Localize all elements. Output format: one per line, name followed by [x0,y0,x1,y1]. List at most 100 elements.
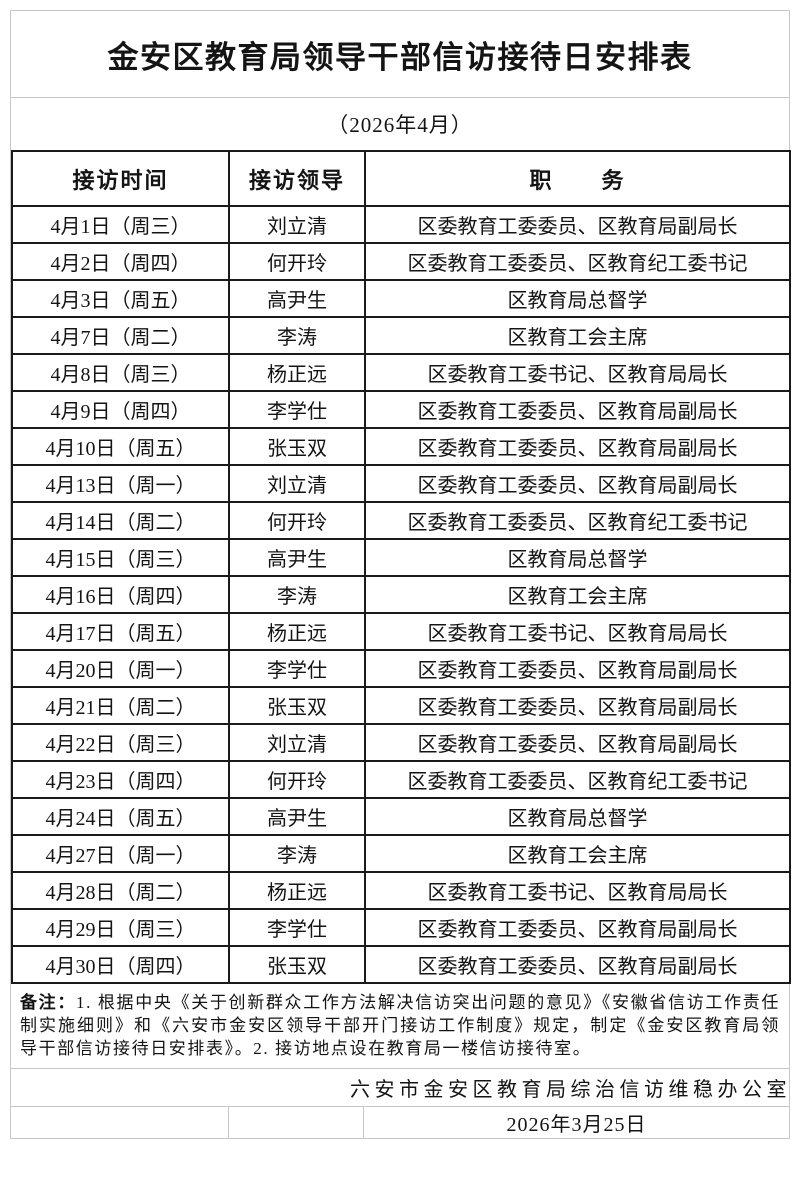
cell-position: 区委教育工委委员、区教育局副局长 [364,945,791,984]
column-header-time: 接访时间 [11,150,230,207]
note-body: 1. 根据中央《关于创新群众工作方法解决信访突出问题的意见》《安徽省信访工作责任… [20,993,780,1058]
cell-date: 4月16日（周四） [11,575,230,614]
cell-date: 4月29日（周三） [11,908,230,947]
cell-position: 区委教育工委书记、区教育局局长 [364,612,791,651]
cell-position: 区教育工会主席 [364,316,791,355]
cell-position: 区教育工会主席 [364,575,791,614]
cell-leader: 何开玲 [228,760,366,799]
column-header-position: 职 务 [364,150,791,207]
issuing-office: 六安市金安区教育局综治信访维稳办公室 [350,1079,791,1101]
table-row: 4月8日（周三） 杨正远 区委教育工委书记、区教育局局长 [11,353,791,392]
cell-leader: 李学仕 [228,908,366,947]
cell-date: 4月21日（周二） [11,686,230,725]
table-row: 4月13日（周一） 刘立清 区委教育工委委员、区教育局副局长 [11,464,791,503]
cell-leader: 张玉双 [228,686,366,725]
table-row: 4月30日（周四） 张玉双 区委教育工委委员、区教育局副局长 [11,945,791,984]
schedule-table-body: 4月1日（周三） 刘立清 区委教育工委委员、区教育局副局长 4月2日（周四） 何… [11,205,791,984]
cell-leader: 刘立清 [228,205,366,244]
note-label: 备注： [20,993,77,1012]
table-row: 4月16日（周四） 李涛 区教育工会主席 [11,575,791,614]
table-row: 4月17日（周五） 杨正远 区委教育工委书记、区教育局局长 [11,612,791,651]
table-row: 4月20日（周一） 李学仕 区委教育工委委员、区教育局副局长 [11,649,791,688]
cell-leader: 李学仕 [228,390,366,429]
document-header: 金安区教育局领导干部信访接待日安排表 [11,11,789,97]
table-row: 4月14日（周二） 何开玲 区委教育工委委员、区教育纪工委书记 [11,501,791,540]
cell-leader: 李涛 [228,575,366,614]
cell-date: 4月3日（周五） [11,279,230,318]
note-text: 备注：1. 根据中央《关于创新群众工作方法解决信访突出问题的意见》《安徽省信访工… [20,991,780,1060]
cell-leader: 刘立清 [228,464,366,503]
table-row: 4月27日（周一） 李涛 区教育工会主席 [11,834,791,873]
date-row-empty-cell-2 [228,1107,364,1138]
cell-date: 4月27日（周一） [11,834,230,873]
cell-leader: 李学仕 [228,649,366,688]
cell-date: 4月23日（周四） [11,760,230,799]
table-row: 4月21日（周二） 张玉双 区委教育工委委员、区教育局副局长 [11,686,791,725]
cell-position: 区委教育工委委员、区教育局副局长 [364,686,791,725]
cell-position: 区委教育工委委员、区教育局副局长 [364,205,791,244]
date-row-date-cell: 2026年3月25日 [364,1107,789,1138]
cell-date: 4月14日（周二） [11,501,230,540]
note-block: 备注：1. 根据中央《关于创新群众工作方法解决信访突出问题的意见》《安徽省信访工… [11,984,789,1068]
table-row: 4月23日（周四） 何开玲 区委教育工委委员、区教育纪工委书记 [11,760,791,799]
cell-date: 4月17日（周五） [11,612,230,651]
column-header-leader: 接访领导 [228,150,366,207]
table-row: 4月9日（周四） 李学仕 区委教育工委委员、区教育局副局长 [11,390,791,429]
cell-position: 区教育局总督学 [364,538,791,577]
cell-date: 4月8日（周三） [11,353,230,392]
cell-position: 区委教育工委委员、区教育纪工委书记 [364,501,791,540]
cell-position: 区委教育工委委员、区教育局副局长 [364,723,791,762]
cell-leader: 高尹生 [228,797,366,836]
cell-position: 区委教育工委委员、区教育局副局长 [364,649,791,688]
table-row: 4月2日（周四） 何开玲 区委教育工委委员、区教育纪工委书记 [11,242,791,281]
cell-leader: 何开玲 [228,501,366,540]
date-row-empty-cell-1 [11,1107,228,1138]
cell-leader: 李涛 [228,834,366,873]
table-row: 4月1日（周三） 刘立清 区委教育工委委员、区教育局副局长 [11,205,791,244]
table-row: 4月28日（周二） 杨正远 区委教育工委书记、区教育局局长 [11,871,791,910]
cell-position: 区教育局总督学 [364,279,791,318]
schedule-table-head: 接访时间 接访领导 职 务 [11,150,791,207]
cell-leader: 刘立清 [228,723,366,762]
document-sheet: 金安区教育局领导干部信访接待日安排表 （2026年4月） 接访时间 接访领导 职… [10,10,791,1139]
cell-date: 4月24日（周五） [11,797,230,836]
cell-date: 4月2日（周四） [11,242,230,281]
cell-position: 区委教育工委书记、区教育局局长 [364,353,791,392]
cell-leader: 张玉双 [228,427,366,466]
cell-position: 区委教育工委委员、区教育纪工委书记 [364,760,791,799]
cell-date: 4月13日（周一） [11,464,230,503]
cell-date: 4月22日（周三） [11,723,230,762]
cell-date: 4月10日（周五） [11,427,230,466]
cell-position: 区委教育工委委员、区教育局副局长 [364,390,791,429]
table-row: 4月10日（周五） 张玉双 区委教育工委委员、区教育局副局长 [11,427,791,466]
table-row: 4月24日（周五） 高尹生 区教育局总督学 [11,797,791,836]
table-row: 4月3日（周五） 高尹生 区教育局总督学 [11,279,791,318]
table-row: 4月7日（周二） 李涛 区教育工会主席 [11,316,791,355]
signature-row: 六安市金安区教育局综治信访维稳办公室 [11,1068,789,1106]
cell-position: 区教育局总督学 [364,797,791,836]
cell-leader: 杨正远 [228,871,366,910]
date-row: 2026年3月25日 [11,1106,789,1138]
cell-date: 4月1日（周三） [11,205,230,244]
table-row: 4月22日（周三） 刘立清 区委教育工委委员、区教育局副局长 [11,723,791,762]
issue-date: 2026年3月25日 [506,1114,647,1136]
cell-position: 区委教育工委委员、区教育局副局长 [364,908,791,947]
document-subtitle-row: （2026年4月） [11,97,789,150]
cell-date: 4月20日（周一） [11,649,230,688]
cell-position: 区委教育工委委员、区教育纪工委书记 [364,242,791,281]
table-row: 4月29日（周三） 李学仕 区委教育工委委员、区教育局副局长 [11,908,791,947]
cell-date: 4月28日（周二） [11,871,230,910]
cell-date: 4月7日（周二） [11,316,230,355]
cell-leader: 何开玲 [228,242,366,281]
cell-leader: 张玉双 [228,945,366,984]
page-subtitle: （2026年4月） [327,113,473,137]
cell-date: 4月30日（周四） [11,945,230,984]
cell-leader: 高尹生 [228,279,366,318]
cell-position: 区委教育工委委员、区教育局副局长 [364,464,791,503]
cell-position: 区教育工会主席 [364,834,791,873]
cell-date: 4月15日（周三） [11,538,230,577]
cell-date: 4月9日（周四） [11,390,230,429]
cell-leader: 杨正远 [228,612,366,651]
schedule-table: 接访时间 接访领导 职 务 4月1日（周三） 刘立清 区委教育工委委员、区教育局… [11,150,791,984]
table-row: 4月15日（周三） 高尹生 区教育局总督学 [11,538,791,577]
